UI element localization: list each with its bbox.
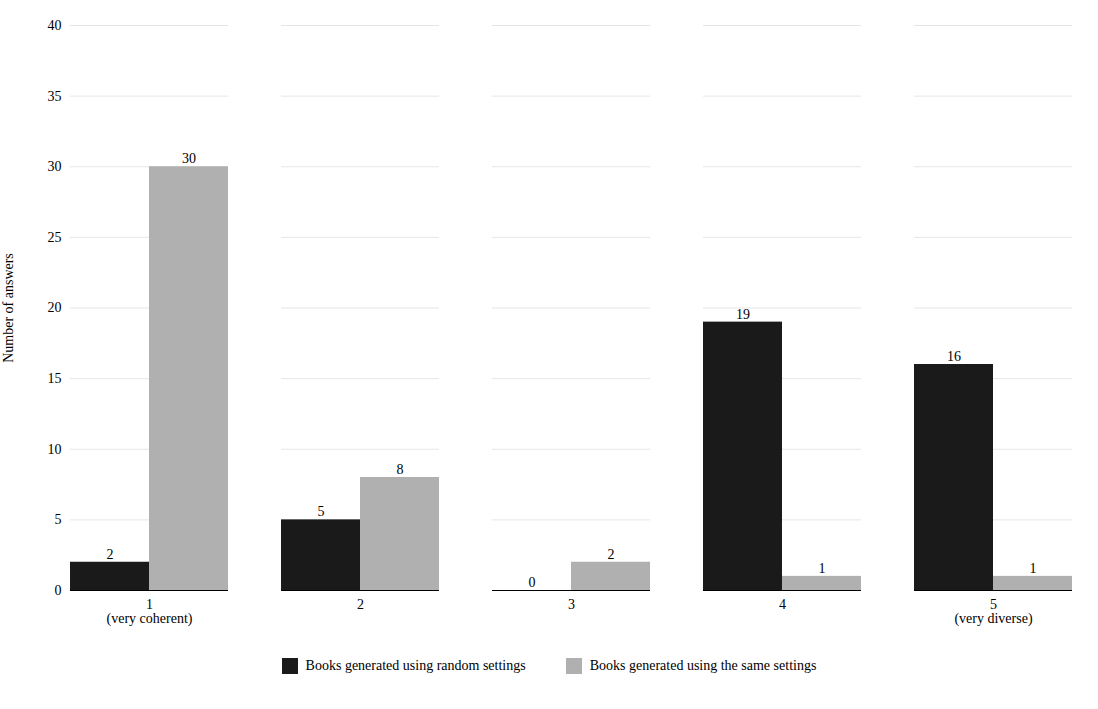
svg-text:1: 1 bbox=[1030, 561, 1037, 576]
svg-text:1: 1 bbox=[819, 561, 826, 576]
svg-text:20: 20 bbox=[48, 300, 62, 315]
svg-text:3: 3 bbox=[568, 597, 575, 612]
html-text:Books generated using the same: Books generated using the same settings bbox=[589, 658, 817, 673]
svg-text:30: 30 bbox=[48, 159, 62, 174]
svg-text:25: 25 bbox=[48, 230, 62, 245]
svg-text:5(very diverse): 5(very diverse) bbox=[954, 597, 1032, 627]
svg-text:30: 30 bbox=[182, 151, 196, 166]
html-text:Books generated using random s: Books generated using random settings bbox=[305, 658, 526, 673]
svg-text:35: 35 bbox=[48, 89, 62, 104]
svg-text:2: 2 bbox=[107, 547, 114, 562]
svg-text:19: 19 bbox=[736, 307, 750, 322]
svg-text:40: 40 bbox=[48, 18, 62, 33]
svg-text:15: 15 bbox=[48, 371, 62, 386]
svg-text:1(very coherent): 1(very coherent) bbox=[107, 597, 193, 627]
svg-text:0: 0 bbox=[55, 583, 62, 598]
svg-text:5: 5 bbox=[55, 512, 62, 527]
svg-text:2: 2 bbox=[357, 597, 364, 612]
svg-text:8: 8 bbox=[397, 462, 404, 477]
svg-text:16: 16 bbox=[947, 349, 961, 364]
svg-text:10: 10 bbox=[48, 442, 62, 457]
svg-text:0: 0 bbox=[529, 575, 536, 590]
svg-text:Number of answers: Number of answers bbox=[1, 253, 16, 363]
svg-text:2: 2 bbox=[608, 547, 615, 562]
svg-text:4: 4 bbox=[779, 597, 786, 612]
svg-text:5: 5 bbox=[318, 504, 325, 519]
